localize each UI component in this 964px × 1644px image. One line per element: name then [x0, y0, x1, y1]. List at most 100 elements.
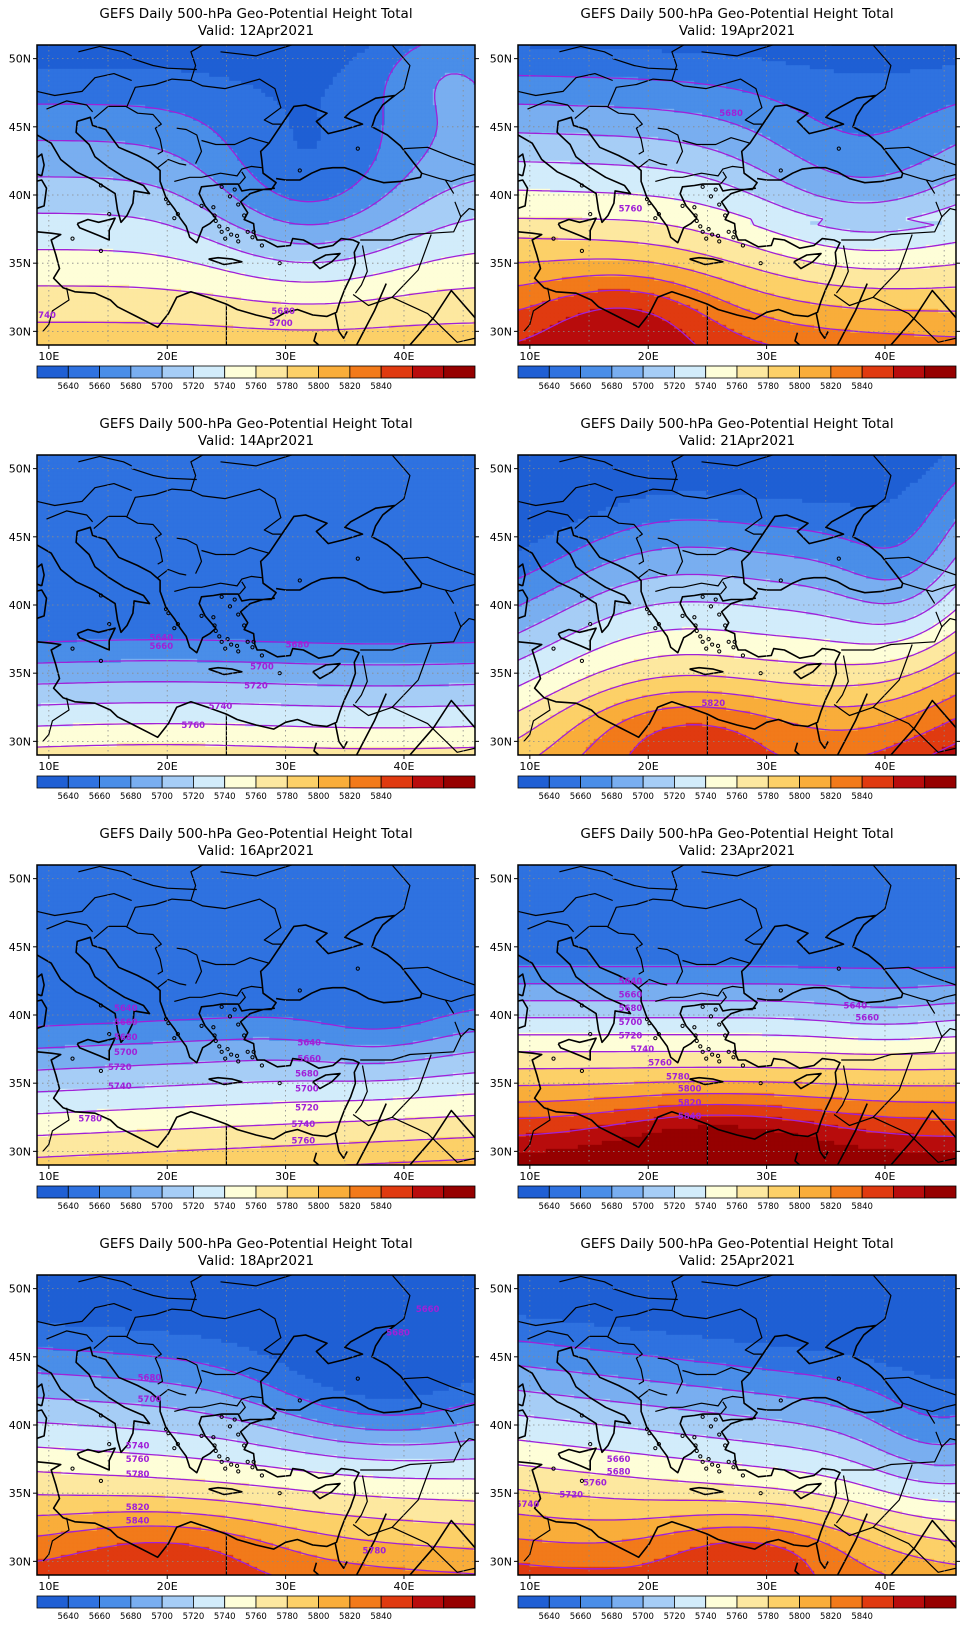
colorbar-tick-label: 5780: [276, 1612, 298, 1622]
contour-label: 5660: [607, 1455, 631, 1465]
height-field: 5680 5760: [511, 41, 958, 352]
lat-label: 35N: [490, 257, 512, 270]
contour-label: 5660: [416, 1305, 440, 1315]
colorbar-tick-label: 5720: [664, 382, 686, 392]
contour-label: 5760: [292, 1136, 316, 1146]
contour-label: 5680: [386, 1328, 410, 1338]
lon-label: 10E: [519, 760, 540, 773]
colorbar-tick-label: 5780: [757, 792, 779, 802]
contour-label: 5760: [648, 1059, 672, 1069]
colorbar-tick-label: 5800: [308, 792, 330, 802]
contour-label: 5680: [138, 1373, 162, 1383]
contour-label: 5680: [271, 307, 295, 317]
lat-label: 50N: [9, 463, 31, 476]
lat-label: 50N: [9, 873, 31, 886]
colorbar-tick-label: 5680: [120, 382, 142, 392]
height-field: 5740 5680 5700: [30, 41, 477, 352]
lat-label: 45N: [490, 941, 512, 954]
colorbar-tick-label: 5840: [370, 792, 392, 802]
lat-label: 50N: [490, 53, 512, 66]
colorbar-tick-label: 5680: [120, 1202, 142, 1212]
contour-label: 5700: [619, 1018, 643, 1028]
lat-label: 45N: [9, 531, 31, 544]
contour-label: 5760: [583, 1478, 607, 1488]
lat-label: 50N: [490, 1283, 512, 1296]
colorbar: 5640 5660 5680 5700 5720 5740 5760 5780 5800 5820…: [518, 1186, 956, 1212]
colorbar-tick-label: 5800: [789, 1202, 811, 1212]
contour-label: 5660: [619, 991, 643, 1001]
map-panel-14apr2021: GEFS Daily 500-hPa Geo-Potential Height …: [9, 416, 479, 802]
lon-label: 20E: [157, 350, 178, 363]
colorbar-tick-label: 5660: [570, 1202, 592, 1212]
panel-title: GEFS Daily 500-hPa Geo-Potential Height …: [99, 1236, 412, 1252]
contour-label: 5720: [559, 1491, 583, 1501]
lat-label: 35N: [9, 1487, 31, 1500]
colorbar-tick-label: 5660: [89, 792, 111, 802]
contour-label: 5740: [32, 311, 56, 321]
lat-label: 30N: [490, 325, 512, 338]
contour-label: 5700: [269, 319, 293, 329]
lat-label: 40N: [490, 599, 512, 612]
colorbar-tick-label: 5720: [183, 1612, 205, 1622]
lon-label: 20E: [638, 1170, 659, 1183]
lat-label: 50N: [490, 463, 512, 476]
colorbar-tick-label: 5760: [726, 1612, 748, 1622]
contour-label: 5660: [297, 1055, 321, 1065]
contour-label: 5640: [619, 977, 643, 987]
colorbar-tick-label: 5740: [695, 792, 717, 802]
panel-valid-date: Valid: 25Apr2021: [679, 1253, 795, 1269]
colorbar-tick-label: 5700: [151, 1202, 173, 1212]
lon-label: 30E: [756, 350, 777, 363]
contour-label: 5680: [286, 641, 310, 651]
colorbar-tick-label: 5700: [632, 382, 654, 392]
lat-label: 50N: [490, 873, 512, 886]
colorbar-tick-label: 5640: [57, 792, 79, 802]
contour-label: 5740: [209, 702, 233, 712]
panel-valid-date: Valid: 16Apr2021: [198, 843, 314, 859]
colorbar: 5640 5660 5680 5700 5720 5740 5760 5780 5800 5820…: [37, 776, 475, 802]
contour-label: 5680: [607, 1467, 631, 1477]
contour-label: 5680: [114, 1033, 138, 1043]
panel-valid-date: Valid: 19Apr2021: [679, 23, 795, 39]
colorbar-tick-label: 5780: [276, 792, 298, 802]
panel-title: GEFS Daily 500-hPa Geo-Potential Height …: [99, 826, 412, 842]
contour-label: 5840: [126, 1516, 150, 1526]
map-panel-19apr2021: GEFS Daily 500-hPa Geo-Potential Height …: [490, 6, 960, 392]
lat-label: 40N: [9, 189, 31, 202]
lat-label: 30N: [490, 1145, 512, 1158]
lon-label: 40E: [393, 1580, 414, 1593]
colorbar-tick-label: 5700: [632, 1612, 654, 1622]
contour-label: 5640: [297, 1038, 321, 1048]
panel-valid-date: Valid: 14Apr2021: [198, 433, 314, 449]
contour-label: 5780: [78, 1115, 102, 1125]
lon-label: 30E: [275, 760, 296, 773]
lat-label: 30N: [9, 1555, 31, 1568]
colorbar-tick-label: 5660: [570, 792, 592, 802]
lat-label: 45N: [490, 1351, 512, 1364]
colorbar-tick-label: 5700: [632, 792, 654, 802]
lon-label: 10E: [38, 350, 59, 363]
contour-label: 5700: [138, 1395, 162, 1405]
lon-label: 30E: [275, 1170, 296, 1183]
contour-label: 5680: [719, 109, 743, 119]
contour-label: 5760: [619, 205, 643, 215]
colorbar-tick-label: 5840: [851, 382, 873, 392]
panel-valid-date: Valid: 23Apr2021: [679, 843, 795, 859]
lat-label: 30N: [9, 1145, 31, 1158]
contour-label: 5720: [244, 681, 268, 691]
colorbar-tick-label: 5740: [695, 1612, 717, 1622]
colorbar-tick-label: 5700: [151, 1612, 173, 1622]
colorbar-tick-label: 5720: [664, 792, 686, 802]
lon-label: 30E: [275, 1580, 296, 1593]
colorbar-tick-label: 5660: [89, 1202, 111, 1212]
colorbar-tick-label: 5640: [538, 382, 560, 392]
colorbar-tick-label: 5840: [851, 792, 873, 802]
contour-label: 5720: [619, 1031, 643, 1041]
colorbar-tick-label: 5680: [120, 792, 142, 802]
lon-label: 40E: [393, 350, 414, 363]
contour-label: 5820: [126, 1503, 150, 1513]
colorbar-tick-label: 5640: [538, 1202, 560, 1212]
contour-label: 5780: [363, 1546, 387, 1556]
